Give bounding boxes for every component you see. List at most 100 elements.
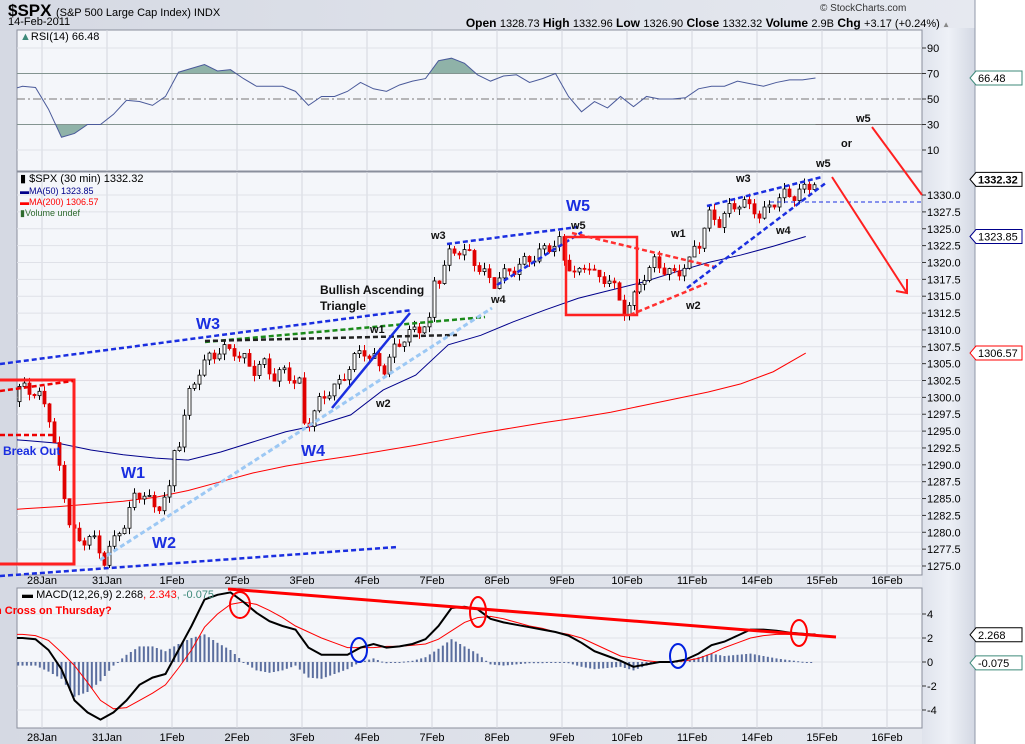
macd-date-tick-label: 16Feb	[871, 732, 902, 744]
wave-W5-label: W5	[566, 198, 590, 215]
candle-body	[667, 268, 672, 275]
histogram-bar	[511, 662, 514, 665]
histogram-bar	[515, 662, 518, 665]
candle-body	[32, 393, 37, 397]
candle-body	[507, 268, 512, 272]
histogram-bar	[372, 658, 375, 662]
price-tick-label: 1290.0	[927, 460, 961, 472]
price-panel	[16, 171, 923, 576]
candle-body	[692, 245, 697, 258]
quote-high-value: 1332.96	[572, 18, 613, 30]
rsi-tick-label: 30	[927, 120, 939, 132]
histogram-bar	[272, 662, 275, 672]
candle-body	[662, 267, 667, 275]
candle-body	[187, 387, 192, 416]
macd-cross-note: n Cross on Thursday?	[0, 605, 112, 617]
candle-body	[622, 299, 627, 316]
candle-body	[717, 219, 722, 228]
quote-open-value: 1328.73	[499, 18, 540, 30]
candle-legend-icon: ▮	[20, 173, 27, 185]
candle-body	[682, 267, 687, 277]
histogram-bar	[745, 654, 748, 662]
candle-body	[342, 379, 347, 381]
histogram-bar	[550, 662, 553, 663]
macd-date-tick-label: 4Feb	[354, 732, 379, 744]
candle-body	[297, 377, 302, 384]
histogram-bar	[610, 662, 613, 668]
histogram-bar	[532, 662, 535, 664]
price-tick-label: 1307.5	[927, 342, 961, 354]
wave-w5-label-2: w5	[815, 158, 831, 170]
histogram-bar	[64, 662, 67, 685]
change-up-icon: ▲	[939, 20, 950, 29]
histogram-bar	[368, 659, 371, 662]
histogram-bar	[606, 662, 609, 668]
histogram-bar	[489, 662, 492, 665]
histogram-bar	[268, 662, 271, 673]
histogram-bar	[199, 635, 202, 662]
histogram-bar	[229, 650, 232, 662]
price-tick-label: 1295.0	[927, 426, 961, 438]
histogram-bar	[251, 662, 254, 668]
candle-body	[772, 204, 777, 208]
date-tick-label: 8Feb	[484, 575, 509, 587]
candle-body	[152, 495, 157, 508]
macd-histogram	[17, 634, 813, 697]
price-tick-label: 1322.5	[927, 241, 961, 253]
candle-body	[572, 270, 577, 273]
histogram-bar	[203, 634, 206, 662]
histogram-bar	[615, 662, 618, 668]
quote-high-label: High	[539, 16, 573, 30]
quote-open-label: Open	[465, 16, 500, 30]
histogram-bar	[51, 662, 54, 674]
histogram-bar	[108, 662, 111, 671]
histogram-bar	[346, 662, 349, 670]
candle-body	[322, 396, 327, 399]
candle-body	[162, 496, 167, 512]
candle-body	[252, 365, 257, 376]
ma50-last-value-box	[969, 229, 1023, 245]
macd-tick-label: 0	[927, 657, 933, 669]
candle-body	[457, 252, 462, 256]
candle-body	[207, 352, 212, 361]
histogram-bar	[771, 657, 774, 662]
histogram-bar	[454, 641, 457, 662]
candle-body	[277, 369, 282, 382]
histogram-bar	[69, 662, 72, 691]
chart-title: $SPX (S&P 500 Large Cap Index) INDX	[8, 1, 220, 21]
candle-body	[607, 280, 612, 284]
index-name: (S&P 500 Large Cap Index) INDX	[55, 7, 221, 19]
candle-body	[807, 183, 812, 190]
ma200-last-value: 1306.57	[978, 348, 1018, 360]
histogram-bar	[164, 651, 167, 662]
histogram-bar	[810, 662, 813, 663]
histogram-last-value-box	[969, 655, 1023, 671]
histogram-bar	[376, 660, 379, 662]
histogram-bar	[385, 662, 388, 664]
breakout-box	[0, 378, 76, 566]
date-tick-label: 28Jan	[27, 575, 57, 587]
candle-body	[792, 196, 797, 202]
histogram-bar	[762, 656, 765, 662]
histogram-bar	[736, 654, 739, 662]
candle-body	[452, 248, 457, 254]
candle-body	[377, 353, 382, 367]
histogram-bar	[220, 645, 223, 662]
candle-body	[597, 269, 602, 278]
macd-legend-value: 2.268	[115, 589, 144, 601]
candle-body	[657, 256, 662, 269]
macd-legend-icon: ▬	[22, 589, 33, 601]
histogram-bar	[173, 646, 176, 662]
wedge-2-top-line	[706, 175, 823, 208]
candle-body	[577, 267, 582, 273]
ma50-last-value: 1323.85	[978, 232, 1018, 244]
histogram-bar	[459, 644, 462, 662]
macd-date-tick-label: 2Feb	[224, 732, 249, 744]
histogram-bar	[407, 661, 410, 663]
histogram-bar	[95, 662, 98, 685]
histogram-bar	[571, 662, 574, 665]
candle-body	[392, 343, 397, 358]
correction-bottom-line	[629, 281, 708, 317]
candle-body	[97, 535, 102, 554]
histogram-bar	[43, 662, 46, 670]
